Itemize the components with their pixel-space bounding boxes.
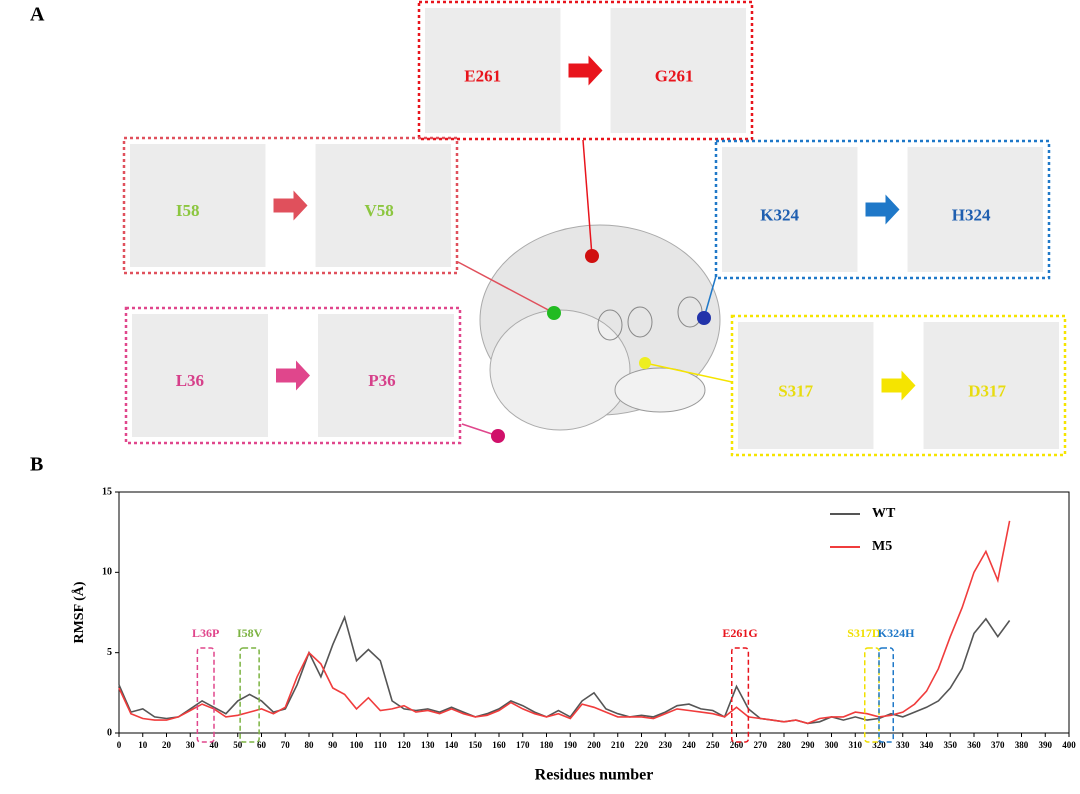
x-tick-label: 110	[374, 740, 388, 750]
x-tick-label: 0	[117, 740, 122, 750]
mutation-arrow	[865, 194, 900, 225]
residue-label: S317	[778, 381, 813, 400]
x-tick-label: 170	[516, 740, 530, 750]
structure-image	[132, 314, 268, 437]
legend-label: M5	[872, 539, 892, 554]
x-tick-label: 390	[1039, 740, 1053, 750]
x-tick-label: 300	[825, 740, 839, 750]
structure-image	[130, 144, 266, 267]
structure-image	[722, 147, 858, 272]
inset-frame	[417, 0, 754, 141]
x-tick-label: 150	[469, 740, 483, 750]
x-tick-label: 120	[397, 740, 411, 750]
structure-image	[907, 147, 1043, 272]
x-tick-label: 280	[777, 740, 791, 750]
residue-label: L36	[176, 371, 204, 390]
structure-image	[318, 314, 454, 437]
mutation-arrow	[276, 360, 310, 391]
y-tick-label: 0	[107, 727, 112, 738]
residue-label: H324	[952, 205, 991, 224]
x-tick-label: 320	[872, 740, 886, 750]
x-tick-label: 70	[281, 740, 291, 750]
x-tick-label: 200	[587, 740, 601, 750]
x-tick-label: 190	[564, 740, 578, 750]
x-tick-label: 90	[328, 740, 338, 750]
inset-frame	[714, 139, 1051, 280]
x-axis-label: Residues number	[535, 767, 654, 784]
x-tick-label: 10	[138, 740, 148, 750]
x-tick-label: 60	[257, 740, 267, 750]
highlight-label: E261G	[722, 626, 757, 640]
x-tick-label: 50	[233, 740, 243, 750]
highlight-label: S317D	[847, 626, 881, 640]
residue-label: E261	[464, 66, 501, 85]
residue-label: K324	[760, 205, 799, 224]
x-tick-label: 30	[186, 740, 196, 750]
x-tick-label: 260	[730, 740, 744, 750]
highlight-box	[731, 647, 750, 743]
residue-label: D317	[968, 381, 1006, 400]
legend-label: WT	[872, 506, 896, 521]
x-tick-label: 240	[682, 740, 696, 750]
structure-image	[315, 144, 451, 267]
series-line	[118, 614, 1011, 725]
x-tick-label: 370	[991, 740, 1005, 750]
x-tick-label: 180	[540, 740, 554, 750]
x-tick-label: 140	[445, 740, 459, 750]
highlight-box	[878, 647, 894, 743]
y-tick-label: 5	[107, 647, 112, 658]
residue-label: P36	[368, 371, 395, 390]
x-tick-label: 80	[305, 740, 315, 750]
highlight-label: I58V	[237, 626, 263, 640]
residue-label: V58	[365, 201, 394, 220]
x-tick-label: 160	[492, 740, 506, 750]
structure-image	[425, 8, 561, 133]
highlight-label: K324H	[878, 626, 915, 640]
panel-label: B	[30, 454, 43, 476]
inset-frame	[124, 306, 462, 445]
plot-frame	[118, 491, 1070, 734]
x-tick-label: 340	[920, 740, 934, 750]
x-tick-label: 360	[967, 740, 981, 750]
x-tick-label: 270	[754, 740, 768, 750]
protein-structure	[457, 139, 733, 443]
y-tick-label: 15	[102, 486, 112, 497]
highlight-box	[196, 647, 215, 743]
structure-image	[923, 322, 1059, 449]
inset-frame	[730, 314, 1067, 457]
x-tick-label: 290	[801, 740, 815, 750]
y-tick-label: 10	[102, 567, 112, 578]
mutation-arrow	[273, 190, 308, 221]
panel-label: A	[30, 4, 45, 26]
structure-image	[738, 322, 874, 449]
residue-label: G261	[655, 66, 694, 85]
y-axis-label: RMSF (Å)	[71, 581, 87, 643]
x-tick-label: 330	[896, 740, 910, 750]
x-tick-label: 130	[421, 740, 435, 750]
x-tick-label: 20	[162, 740, 172, 750]
x-tick-label: 250	[706, 740, 720, 750]
x-tick-label: 230	[659, 740, 673, 750]
mutation-arrow	[881, 370, 916, 401]
x-tick-label: 100	[350, 740, 364, 750]
highlight-box	[239, 647, 260, 743]
x-tick-label: 400	[1062, 740, 1076, 750]
highlight-label: L36P	[192, 626, 219, 640]
x-tick-label: 310	[849, 740, 863, 750]
residue-label: I58	[176, 201, 200, 220]
structure-image	[610, 8, 746, 133]
mutation-arrow	[568, 55, 603, 86]
series-line	[118, 520, 1011, 725]
highlight-box	[864, 647, 880, 743]
x-tick-label: 220	[635, 740, 649, 750]
x-tick-label: 210	[611, 740, 625, 750]
x-tick-label: 40	[210, 740, 220, 750]
x-tick-label: 350	[944, 740, 958, 750]
x-tick-label: 380	[1015, 740, 1029, 750]
